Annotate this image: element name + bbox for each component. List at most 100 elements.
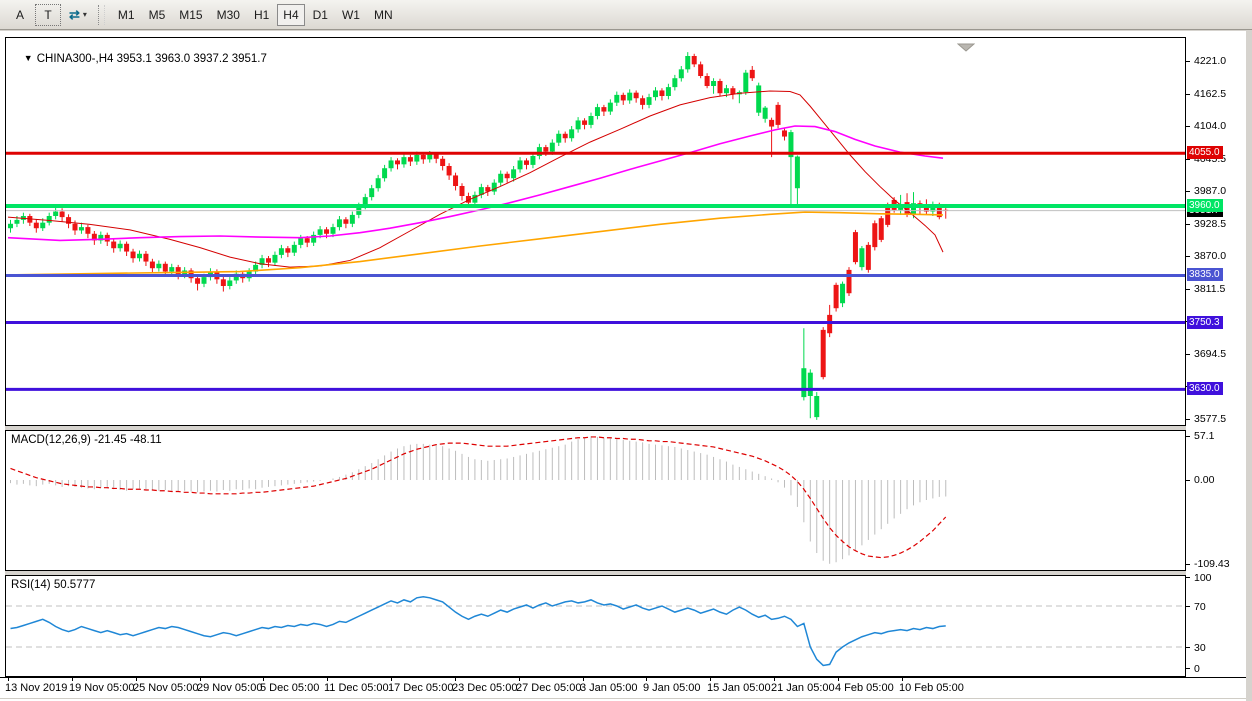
candle-bullish <box>8 223 13 229</box>
candle-bearish <box>33 222 39 229</box>
timeframe-button-h1[interactable]: H1 <box>253 7 270 22</box>
candle-bullish <box>575 120 581 130</box>
timeframe-button-m5[interactable]: M5 <box>148 7 166 22</box>
timeframe-button-m30[interactable]: M30 <box>216 7 240 22</box>
price-axis-label: 3577.5 <box>1194 412 1227 425</box>
chart-shift-marker[interactable] <box>956 39 976 57</box>
candle-bullish <box>711 81 717 86</box>
candle-bearish <box>440 158 446 166</box>
candle-bearish <box>453 175 459 186</box>
font-tool-button[interactable]: A <box>15 7 24 22</box>
candle-bearish <box>833 284 839 309</box>
candle-bullish <box>859 248 865 268</box>
price-axis-label: 3811.5 <box>1194 282 1226 295</box>
timeframe-button-h4[interactable]: H4 <box>277 3 305 26</box>
price-axis-tick <box>1186 223 1190 225</box>
candle-bullish <box>723 88 729 94</box>
candle-bullish <box>233 273 239 281</box>
price-axis-tick <box>1186 256 1190 257</box>
time-axis-underline <box>0 698 1246 699</box>
time-axis-tick <box>646 677 647 681</box>
candle-bearish <box>846 269 852 294</box>
timeframe-button-group: M1 M5 M15 M30 H1 H4 D1 W1 MN <box>111 3 400 26</box>
ma-slow-orange[interactable] <box>7 211 944 276</box>
macd-axis-tick <box>1186 436 1190 438</box>
candle-bearish <box>162 263 168 272</box>
candle-bearish <box>124 243 130 252</box>
price-axis[interactable]: 4221.04162.54104.04045.53987.03928.53870… <box>1186 31 1246 677</box>
ma-medium-magenta[interactable] <box>7 125 944 242</box>
candle-bullish <box>78 227 84 231</box>
candle-bullish <box>362 197 368 206</box>
candle-bearish <box>782 130 787 137</box>
chart-menu-icon[interactable]: ▼ <box>23 53 33 63</box>
time-axis[interactable]: 13 Nov 2019 19 Nov 05:00 25 Nov 05:00 29 No… <box>0 677 1246 701</box>
text-label-tool-button[interactable]: T <box>35 3 61 26</box>
candle-bearish <box>446 166 452 176</box>
price-axis-label: 4221.0 <box>1194 55 1227 67</box>
candle-bearish <box>66 217 72 224</box>
time-axis-label: 5 Dec 05:00 <box>260 682 320 694</box>
rsi-axis-label: 70 <box>1194 601 1206 613</box>
rsi-chart[interactable] <box>6 576 1185 676</box>
candle-bullish <box>137 253 142 259</box>
timeframe-button-m1[interactable]: M1 <box>117 7 135 22</box>
rsi-axis-label: 30 <box>1194 642 1206 654</box>
candle-bullish <box>169 267 175 272</box>
price-axis-tick <box>1186 418 1190 420</box>
candle-bullish <box>646 97 652 105</box>
candle-bullish <box>472 194 478 203</box>
candle-bearish <box>904 202 910 215</box>
candle-bullish <box>607 102 613 112</box>
panel-splitter[interactable] <box>5 426 1186 430</box>
candle-bullish <box>478 187 484 195</box>
toolbar-grip[interactable] <box>97 4 105 25</box>
macd-axis-label: 0.00 <box>1194 474 1215 486</box>
candle-bullish <box>311 234 317 243</box>
candle-bearish <box>633 92 639 99</box>
candle-bearish <box>659 90 665 96</box>
rsi-indicator-panel[interactable]: RSI(14) 50.5777 <box>5 575 1186 677</box>
chart-symbol-timeframe: CHINA300-,H4 <box>36 53 114 65</box>
candle-bearish <box>827 314 833 334</box>
timeframe-button-mn[interactable]: MN <box>373 7 393 22</box>
price-line-label-3960.0: 3960.0 <box>1187 199 1223 212</box>
price-line-label-3835.0: 3835.0 <box>1187 268 1223 282</box>
candle-bearish <box>220 279 226 286</box>
price-line-label-3750.3: 3750.3 <box>1187 315 1223 329</box>
ma-fast-red[interactable] <box>7 90 944 268</box>
candle-bearish <box>923 207 929 212</box>
candlestick-chart[interactable] <box>6 38 1185 425</box>
candle-bearish <box>582 120 588 125</box>
candle-bullish <box>788 132 794 158</box>
timeframe-button-d1[interactable]: D1 <box>312 7 328 22</box>
macd-chart[interactable] <box>6 431 1185 570</box>
candle-bullish <box>569 129 575 139</box>
candle-bearish <box>691 56 697 65</box>
time-axis-tick <box>902 677 903 681</box>
time-axis-label: 13 Nov 2019 <box>5 682 68 694</box>
candle-bullish <box>414 154 420 162</box>
timeframe-button-m15[interactable]: M15 <box>179 7 203 22</box>
candle-bullish <box>794 156 800 189</box>
candle-bearish <box>143 253 149 262</box>
macd-indicator-panel[interactable]: MACD(12,26,9) -21.45 -48.11 <box>5 430 1186 571</box>
rsi-axis-tick <box>1186 668 1190 669</box>
rsi-axis-label: 0 <box>1194 663 1200 675</box>
arrow-tools-button[interactable]: ⇄ ▾ <box>63 4 93 26</box>
candle-bullish <box>227 280 233 286</box>
candle-bullish <box>117 243 123 249</box>
timeframe-button-w1[interactable]: W1 <box>341 7 360 22</box>
candle-bearish <box>717 81 723 94</box>
candle-bearish <box>543 147 549 152</box>
candle-bearish <box>343 219 349 224</box>
price-axis-label: 4162.5 <box>1194 87 1227 100</box>
candle-bullish <box>530 156 536 165</box>
price-axis-label: 3987.0 <box>1194 185 1227 197</box>
panel-splitter[interactable] <box>5 571 1186 575</box>
time-axis-label: 17 Dec 05:00 <box>388 682 454 694</box>
rsi-label: RSI(14) 50.5777 <box>11 579 96 591</box>
candle-bullish <box>401 157 407 165</box>
time-axis-label: 27 Dec 05:00 <box>516 682 582 694</box>
main-price-panel[interactable]: ▼ CHINA300-,H4 3953.1 3963.0 3937.2 3951.… <box>5 37 1186 426</box>
